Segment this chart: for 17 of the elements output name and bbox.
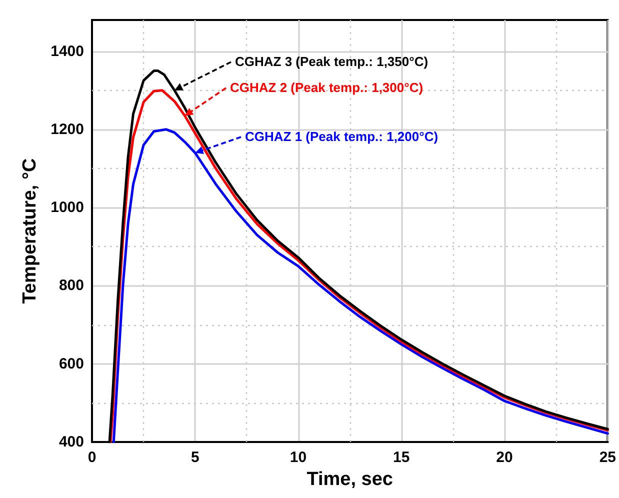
x-tick-label: 0	[88, 449, 96, 466]
annotation: CGHAZ 1 (Peak temp.: 1,200°C)	[245, 129, 438, 144]
y-tick-label: 400	[58, 434, 84, 450]
annotation: CGHAZ 3 (Peak temp.: 1,350°C)	[235, 54, 428, 69]
y-axis-title: Temperature, °C	[20, 158, 41, 304]
x-tick-label: 5	[190, 449, 200, 466]
x-axis-title: Time, sec	[306, 469, 394, 490]
y-tick-label: 800	[58, 277, 84, 294]
x-tick-label: 25	[599, 449, 616, 466]
x-tick-label: 10	[290, 449, 307, 466]
x-tick-label: 15	[393, 449, 410, 466]
y-tick-label: 600	[58, 355, 84, 372]
x-tick-label: 20	[496, 449, 513, 466]
y-tick-label: 1000	[50, 199, 84, 216]
y-tick-label: 1400	[50, 42, 84, 60]
annotation: CGHAZ 2 (Peak temp.: 1,300°C)	[230, 80, 424, 95]
y-tick-label: 1200	[50, 120, 84, 138]
